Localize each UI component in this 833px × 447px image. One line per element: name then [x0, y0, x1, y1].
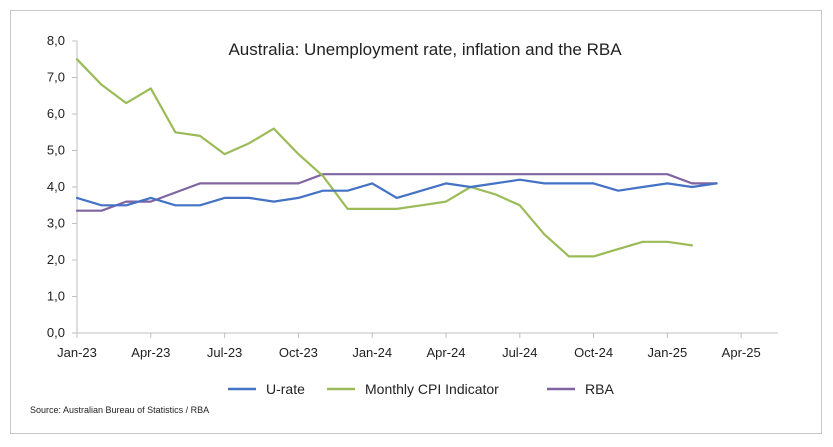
legend-label-rba: RBA [585, 381, 614, 397]
x-tick-label: Jan-25 [648, 345, 688, 360]
x-tick-label: Jul-23 [207, 345, 242, 360]
y-tick-label: 7,0 [47, 70, 65, 85]
y-axis: 0,0 1,0 2,0 3,0 4,0 5,0 6,0 7,0 8,0 [47, 33, 78, 340]
series-layer [75, 58, 718, 258]
source-note: Source: Australian Bureau of Statistics … [30, 405, 209, 415]
x-tick-label: Apr-25 [722, 345, 761, 360]
x-tick-label: Apr-23 [131, 345, 170, 360]
series-line-monthly-cpi-indicator [75, 58, 694, 258]
x-axis: Jan-23 Apr-23 Jul-23 Oct-23 Jan-24 Apr-24 Jul-… [57, 332, 778, 360]
y-tick-label: 6,0 [47, 106, 65, 121]
y-tick-label: 8,0 [47, 33, 65, 48]
x-tick-label: Apr-24 [426, 345, 465, 360]
chart-title: Australia: Unemployment rate, inflation … [228, 40, 622, 59]
legend-label-u-rate: U-rate [266, 381, 305, 397]
x-tick-label: Jan-23 [57, 345, 97, 360]
x-tick-label: Jul-24 [502, 345, 537, 360]
y-tick-label: 1,0 [47, 289, 65, 304]
x-tick-label: Jan-24 [352, 345, 392, 360]
series-line-rba [75, 173, 718, 212]
y-tick-label: 3,0 [47, 216, 65, 231]
y-tick-label: 5,0 [47, 143, 65, 158]
legend: U-rate Monthly CPI Indicator RBA [228, 381, 614, 397]
x-tick-label: Oct-23 [279, 345, 318, 360]
y-tick-label: 0,0 [47, 325, 65, 340]
y-tick-label: 4,0 [47, 179, 65, 194]
legend-label-monthly-cpi-indicator: Monthly CPI Indicator [365, 381, 499, 397]
chart-frame [10, 10, 822, 434]
x-tick-label: Oct-24 [574, 345, 613, 360]
y-tick-label: 2,0 [47, 252, 65, 267]
series-line-u-rate [75, 178, 718, 207]
